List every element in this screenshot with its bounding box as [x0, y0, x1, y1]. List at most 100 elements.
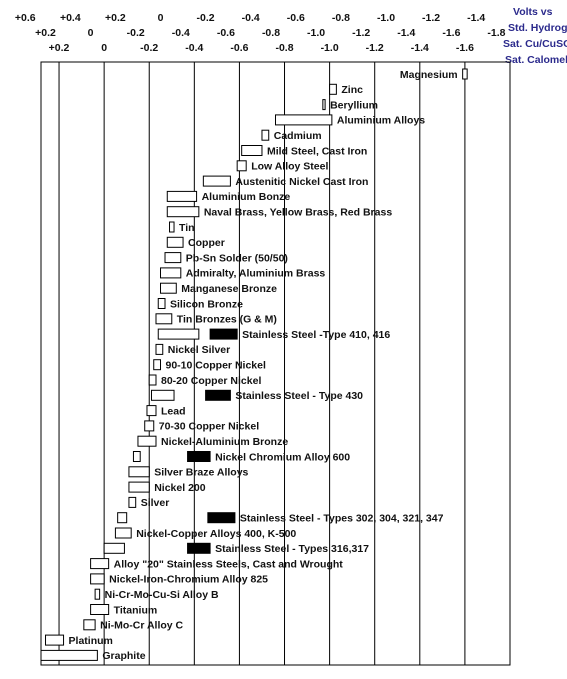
range-bar — [166, 206, 200, 218]
axis-title: Sat. Calomel* — [505, 54, 567, 66]
x-tick-label: -1.6 — [442, 27, 460, 39]
range-bar — [150, 389, 175, 401]
x-tick-label: -1.8 — [487, 27, 505, 39]
bar-label: Mild Steel, Cast Iron — [267, 145, 367, 157]
x-tick-label: -1.6 — [456, 42, 474, 54]
range-bar — [148, 374, 157, 386]
axis-title: Sat. Cu/CuSO4 — [503, 38, 567, 50]
x-tick-label: -0.8 — [275, 42, 293, 54]
range-bar — [83, 619, 96, 631]
range-bar — [137, 435, 157, 447]
x-tick-label: -0.4 — [172, 27, 190, 39]
range-bar — [128, 466, 150, 478]
x-tick-label: +0.2 — [49, 42, 70, 54]
range-bar — [117, 512, 128, 524]
x-tick-label: -0.4 — [185, 42, 203, 54]
x-tick-label: -0.2 — [197, 12, 215, 24]
range-bar — [45, 634, 65, 646]
x-tick-label: -1.2 — [352, 27, 370, 39]
x-tick-label: -0.6 — [230, 42, 248, 54]
bar-label: Admiralty, Aluminium Brass — [186, 268, 326, 280]
bar-label: Manganese Bronze — [181, 283, 277, 295]
x-tick-label: -1.0 — [321, 42, 339, 54]
x-tick-label: -1.4 — [411, 42, 429, 54]
bar-label: Naval Brass, Yellow Brass, Red Brass — [204, 206, 392, 218]
range-bar — [144, 420, 155, 432]
bar-label: Nickel-Iron-Chromium Alloy 825 — [109, 574, 268, 586]
plot-frame — [40, 61, 511, 666]
x-tick-label: -0.8 — [262, 27, 280, 39]
range-bar — [169, 221, 175, 233]
range-bar — [90, 558, 110, 570]
bar-label: 70-30 Copper Nickel — [159, 421, 259, 433]
bar-label: Platinum — [69, 635, 113, 647]
bar-label: Nickel-Copper Alloys 400, K-500 — [136, 528, 296, 540]
range-bar — [40, 649, 98, 661]
range-bar — [202, 175, 231, 187]
x-tick-label: +0.2 — [35, 27, 56, 39]
axis-title: Std. Hydrogen — [508, 22, 567, 34]
x-tick-label: -0.6 — [217, 27, 235, 39]
range-bar — [275, 114, 333, 126]
range-bar — [90, 573, 105, 585]
x-tick-label: +0.2 — [105, 12, 126, 24]
range-bar — [157, 328, 200, 340]
x-tick-label: -1.2 — [422, 12, 440, 24]
bar-label: Aluminium Bonze — [202, 191, 291, 203]
range-bar — [103, 542, 125, 554]
x-tick-label: 0 — [88, 27, 94, 39]
bar-label: Aluminium Alloys — [337, 115, 425, 127]
x-tick-label: 0 — [101, 42, 107, 54]
bar-label: Low Alloy Steel — [251, 161, 328, 173]
bar-label: Ni-Cr-Mo-Cu-Si Alloy B — [105, 589, 219, 601]
x-tick-label: -1.2 — [366, 42, 384, 54]
bar-label: Silver — [141, 497, 170, 509]
range-bar — [160, 282, 177, 294]
bar-label: Cadmium — [274, 130, 322, 142]
x-tick-label: -0.8 — [332, 12, 350, 24]
x-tick-label: -0.2 — [127, 27, 145, 39]
active-bar — [209, 328, 238, 340]
bar-label: Stainless Steel - Types 316,317 — [215, 543, 369, 555]
bar-label: Silicon Bronze — [170, 298, 243, 310]
bar-label: Austenitic Nickel Cast Iron — [235, 176, 368, 188]
bar-label: Lead — [161, 405, 186, 417]
range-bar — [164, 252, 182, 264]
bar-label: Pb-Sn Solder (50/50) — [186, 252, 288, 264]
x-tick-label: -1.4 — [467, 12, 485, 24]
range-bar — [90, 604, 110, 615]
range-bar — [322, 99, 326, 111]
range-bar — [166, 190, 198, 202]
x-tick-label: 0 — [158, 12, 164, 24]
bar-label: Beryllium — [330, 99, 378, 111]
x-tick-label: +0.6 — [15, 12, 36, 24]
x-tick-label: -1.4 — [397, 27, 415, 39]
active-bar — [207, 512, 236, 524]
range-bar — [128, 481, 150, 493]
range-bar — [166, 236, 184, 248]
active-bar — [205, 389, 231, 401]
range-bar — [160, 267, 182, 279]
range-bar — [155, 313, 173, 325]
bar-label: Ni-Mo-Cr Alloy C — [100, 620, 183, 632]
bar-label: Stainless Steel - Type 430 — [235, 390, 363, 402]
range-bar — [146, 405, 157, 417]
bar-label: Silver Braze Alloys — [154, 467, 248, 479]
range-bar — [236, 160, 247, 172]
bar-label: Graphite — [102, 650, 145, 662]
bar-label: Tin — [179, 222, 195, 234]
active-bar — [187, 542, 211, 554]
x-tick-label: -0.4 — [242, 12, 260, 24]
bar-label: 80-20 Copper Nickel — [161, 375, 261, 387]
x-tick-label: -0.6 — [287, 12, 305, 24]
range-bar — [261, 129, 270, 141]
range-bar — [153, 359, 162, 371]
range-bar — [157, 298, 166, 309]
range-bar — [132, 451, 141, 462]
bar-label: Nickel Chromium Alloy 600 — [215, 451, 350, 463]
x-tick-label: -1.0 — [377, 12, 395, 24]
bar-label: Stainless Steel -Type 410, 416 — [242, 329, 390, 341]
range-bar — [114, 527, 132, 539]
bar-label: Alloy "20" Stainless Steels, Cast and Wr… — [114, 558, 344, 570]
